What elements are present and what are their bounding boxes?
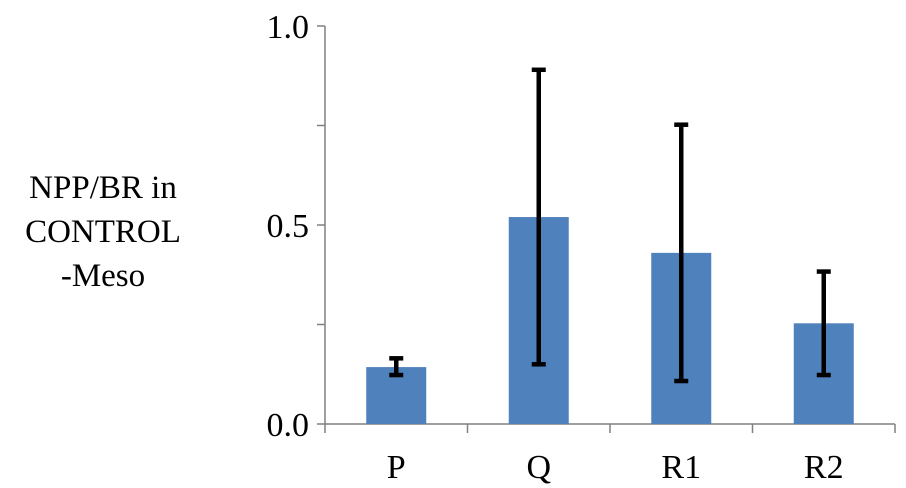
y-axis-title: NPP/BR in CONTROL -Meso xyxy=(25,170,181,294)
y-axis-title-line-3: -Meso xyxy=(61,258,145,294)
y-tick-label: 0.5 xyxy=(267,208,310,245)
error-bars xyxy=(389,67,831,384)
y-tick-label: 0.0 xyxy=(267,407,310,444)
y-tick-labels: 0.0 0.5 1.0 xyxy=(267,9,310,444)
x-category-label: P xyxy=(387,449,406,486)
x-category-label: Q xyxy=(526,449,551,486)
y-axis-title-line-2: CONTROL xyxy=(25,214,181,250)
y-axis-title-line-1: NPP/BR in xyxy=(29,170,177,206)
x-category-label: R2 xyxy=(804,449,844,486)
bars xyxy=(366,217,854,424)
y-tick-label: 1.0 xyxy=(267,9,310,46)
x-category-label: R1 xyxy=(661,449,701,486)
x-category-labels: P Q R1 R2 xyxy=(387,449,844,486)
